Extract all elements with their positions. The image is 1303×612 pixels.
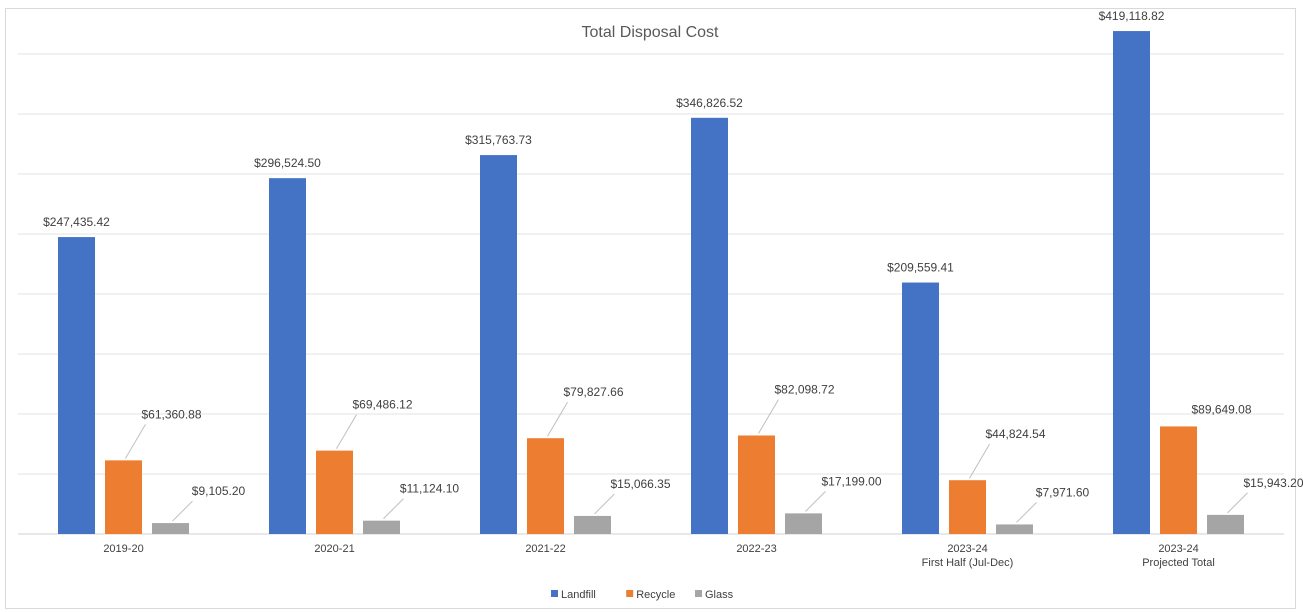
bar-landfill (902, 282, 939, 534)
data-label-landfill: $296,524.50 (254, 156, 321, 170)
legend-item-recycle: Recycle (636, 589, 675, 601)
leader-line (758, 399, 779, 434)
leader-line (547, 401, 568, 437)
bar-glass (1207, 514, 1244, 534)
bar-glass (996, 524, 1033, 534)
leader-line (969, 443, 990, 479)
leader-line (125, 424, 146, 459)
bar-recycle (105, 460, 142, 534)
bar-recycle (316, 450, 353, 534)
data-label-glass: $11,124.10 (400, 482, 459, 496)
bar-glass (363, 520, 400, 534)
data-label-landfill: $346,826.52 (676, 96, 743, 110)
legend-swatch-landfill (551, 590, 558, 597)
legend-item-landfill: Landfill (561, 589, 596, 601)
bar-glass (785, 513, 822, 534)
leader-line (594, 493, 615, 515)
data-label-landfill: $419,118.82 (1099, 9, 1165, 23)
leader-line (172, 500, 193, 522)
x-axis-tick-labels: 2019-20 2020-21 2021-22 2022-23 2023-24 First… (103, 543, 1214, 569)
bar-recycle (949, 480, 986, 534)
chart-title: Total Disposal Cost (582, 24, 720, 41)
bar-recycle (1160, 426, 1197, 534)
x-tick-label: 2019-20 (103, 543, 143, 555)
gridlines (18, 53, 1284, 535)
leader-line (1227, 492, 1248, 514)
bar-landfill (691, 117, 728, 535)
data-labels: $247,435.42 $61,360.88 $9,105.20 $296,524.5… (43, 9, 1303, 523)
bar-glass (152, 523, 189, 534)
bar-landfill (269, 178, 306, 534)
leader-line (383, 498, 404, 520)
data-label-recycle: $44,824.54 (985, 427, 1045, 441)
bar-glass (574, 515, 611, 534)
bar-landfill (58, 237, 95, 534)
data-label-recycle: $89,649.08 (1191, 402, 1251, 416)
leader-line (1016, 502, 1037, 523)
chart-area (5, 8, 1296, 609)
data-label-glass: $7,971.60 (1036, 485, 1090, 499)
x-tick-label: 2023-24 Projected Total (1142, 543, 1215, 569)
x-tick-label: 2020-21 (314, 543, 354, 555)
data-label-recycle: $69,486.12 (352, 398, 412, 412)
x-tick-label: 2022-23 (736, 543, 776, 555)
x-tick-label: 2023-24 First Half (Jul-Dec) (922, 543, 1014, 569)
x-tick-label: 2021-22 (525, 543, 565, 555)
leader-line (805, 491, 826, 512)
data-label-landfill: $247,435.42 (43, 215, 110, 229)
bars (58, 31, 1244, 535)
data-label-glass: $9,105.20 (192, 484, 246, 498)
leader-line (336, 414, 357, 449)
data-label-recycle: $82,098.72 (774, 382, 834, 396)
bar-recycle (738, 435, 775, 534)
data-label-recycle: $79,827.66 (563, 385, 623, 399)
legend-swatch-glass (695, 590, 702, 597)
bar-landfill (1113, 31, 1150, 535)
bar-recycle (527, 438, 564, 534)
data-label-glass: $15,943.20 (1243, 476, 1303, 490)
data-label-landfill: $315,763.73 (465, 133, 532, 147)
data-label-glass: $15,066.35 (610, 477, 670, 491)
data-label-glass: $17,199.00 (821, 474, 881, 488)
data-label-landfill: $209,559.41 (887, 261, 954, 275)
bar-landfill (480, 155, 517, 534)
legend: Landfill Recycle Glass (551, 589, 734, 601)
legend-item-glass: Glass (705, 589, 734, 601)
data-label-recycle: $61,360.88 (141, 407, 201, 421)
legend-swatch-recycle (626, 590, 634, 597)
